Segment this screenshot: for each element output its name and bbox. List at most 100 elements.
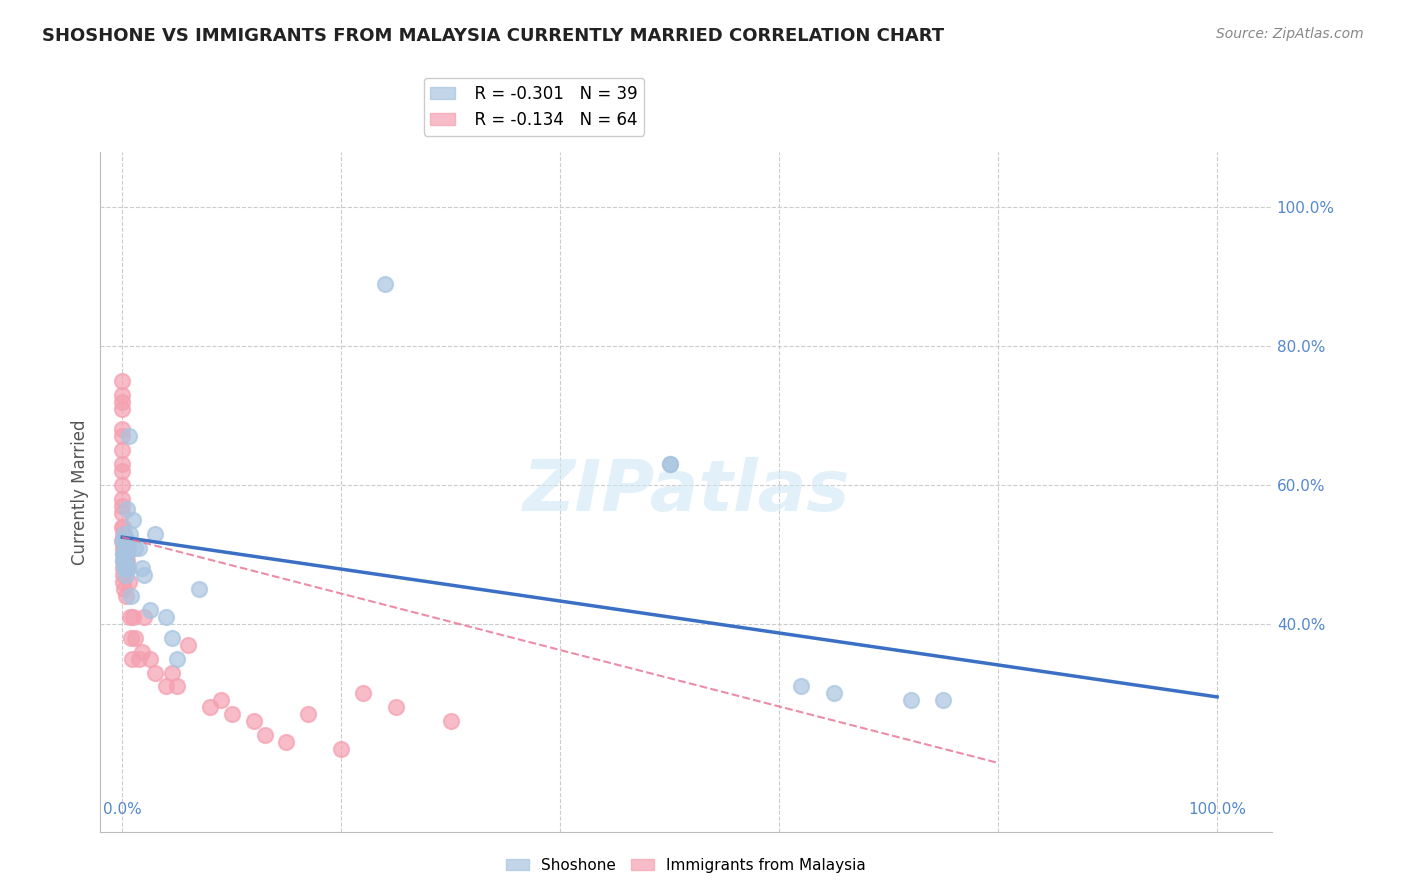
Point [111,443,134,458]
Point [111,478,134,492]
Point [111,457,134,471]
Point [128,541,150,555]
Point [118,429,141,443]
Point [114,533,136,548]
Point [242,714,264,729]
Point [114,541,136,555]
Point [221,707,243,722]
Point [111,374,134,388]
Point [112,519,135,533]
Point [138,603,160,617]
Point [114,554,136,568]
Point [166,680,188,694]
Point [658,457,681,471]
Point [112,554,135,568]
Text: 100.0%: 100.0% [1188,802,1246,817]
Point [112,561,135,575]
Point [114,561,136,575]
Point [114,548,136,562]
Point [115,548,138,562]
Point [114,554,136,568]
Point [111,499,134,513]
Point [128,651,150,665]
Point [143,526,166,541]
Point [658,457,681,471]
Point [121,651,143,665]
Point [117,541,139,555]
Point [111,491,134,506]
Point [155,610,177,624]
Point [112,533,135,548]
Point [155,680,177,694]
Point [112,554,135,568]
Point [823,686,845,700]
Text: 0.0%: 0.0% [103,802,142,817]
Point [117,561,139,575]
Point [177,638,200,652]
Point [111,394,134,409]
Point [114,589,136,603]
Point [198,700,221,714]
Point [114,526,136,541]
Point [276,735,298,749]
Point [115,554,138,568]
Point [112,548,135,562]
Point [111,506,134,520]
Point [124,631,146,645]
Point [111,533,134,548]
Point [131,561,153,575]
Point [160,631,183,645]
Point [114,554,136,568]
Point [115,502,138,516]
Point [790,680,813,694]
Point [112,548,135,562]
Point [900,693,922,707]
Text: ZIPatlas: ZIPatlas [523,458,849,526]
Point [374,277,396,291]
Point [114,548,136,562]
Point [297,707,319,722]
Point [440,714,463,729]
Point [111,422,134,436]
Point [114,548,136,562]
Point [114,541,136,555]
Point [352,686,374,700]
Point [134,568,156,582]
Point [111,429,134,443]
Point [114,568,136,582]
Point [118,575,141,590]
Point [112,575,135,590]
Point [134,610,156,624]
Point [117,533,139,548]
Point [932,693,955,707]
Text: SHOSHONE VS IMMIGRANTS FROM MALAYSIA CURRENTLY MARRIED CORRELATION CHART: SHOSHONE VS IMMIGRANTS FROM MALAYSIA CUR… [42,27,945,45]
Point [114,526,136,541]
Point [111,519,134,533]
Point [253,728,276,742]
Point [117,561,139,575]
Point [118,610,141,624]
Point [114,561,136,575]
Point [385,700,408,714]
Point [112,568,135,582]
Point [111,401,134,416]
Point [124,541,146,555]
Point [120,631,142,645]
Point [115,541,138,555]
Point [122,610,145,624]
Point [114,533,136,548]
Point [112,541,135,555]
Point [138,651,160,665]
Point [131,645,153,659]
Point [114,582,136,597]
Point [166,651,188,665]
Point [111,464,134,478]
Point [330,742,353,756]
Y-axis label: Currently Married: Currently Married [72,419,89,565]
Point [114,533,136,548]
Point [114,548,136,562]
Text: Source: ZipAtlas.com: Source: ZipAtlas.com [1216,27,1364,41]
Point [112,533,135,548]
Point [120,589,142,603]
Point [112,533,135,548]
